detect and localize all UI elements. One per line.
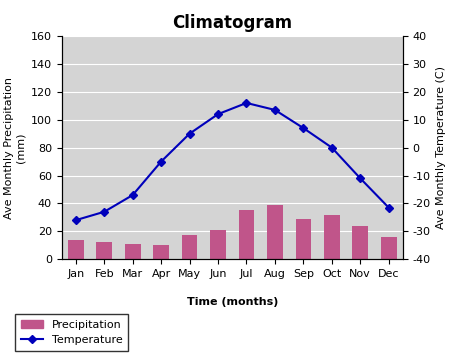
Bar (182, 235, 197, 259)
Bar (295, 219, 311, 259)
Bar (381, 237, 396, 259)
Bar (352, 226, 368, 259)
Y-axis label: Ave Monthly Precipitation
(mm): Ave Monthly Precipitation (mm) (4, 77, 25, 219)
Legend: Precipitation, Temperature: Precipitation, Temperature (15, 314, 128, 351)
Bar (153, 245, 169, 259)
Bar (238, 210, 254, 259)
Bar (68, 240, 83, 259)
Y-axis label: Ave Monthly Temperature (C): Ave Monthly Temperature (C) (436, 66, 447, 229)
Bar (210, 230, 226, 259)
Bar (324, 215, 339, 259)
Bar (97, 243, 112, 259)
Bar (267, 205, 283, 259)
Bar (125, 244, 140, 259)
Title: Climatogram: Climatogram (172, 14, 292, 32)
Text: Time (months): Time (months) (187, 297, 278, 307)
